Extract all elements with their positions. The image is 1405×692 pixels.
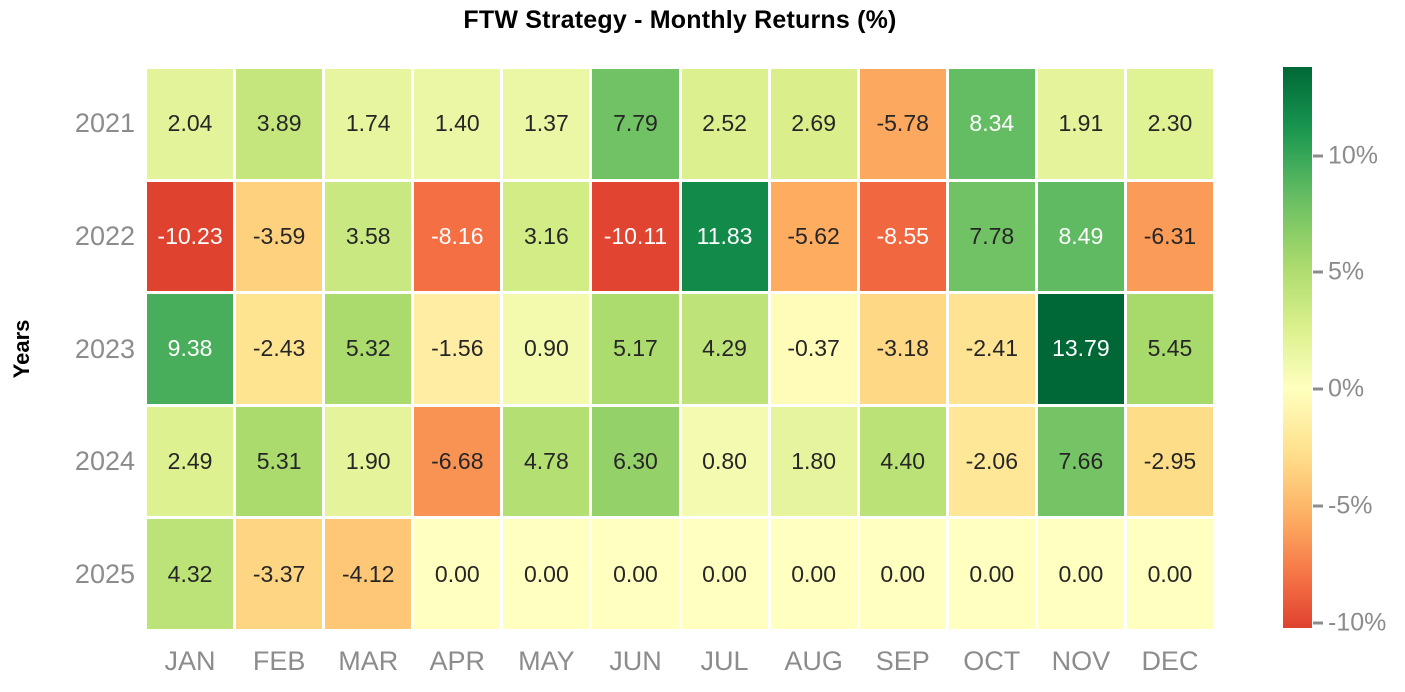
colorbar-tick-mark: [1313, 154, 1323, 158]
heatmap-cell: 4.29: [681, 294, 768, 404]
colorbar-tick-label: 5%: [1328, 257, 1365, 286]
colorbar-tick-label: -10%: [1328, 608, 1387, 637]
heatmap-cell: 8.49: [1037, 181, 1124, 292]
heatmap-cell: 8.34: [948, 69, 1035, 179]
heatmap-cell: 1.37: [503, 69, 590, 179]
heatmap-cell: 1.91: [1037, 69, 1124, 179]
heatmap-cell: 1.40: [414, 69, 501, 179]
colorbar-tick-label: 10%: [1328, 141, 1379, 170]
heatmap-cell: 1.90: [325, 406, 412, 517]
colorbar-tick-label: -5%: [1328, 491, 1373, 520]
y-tick-label: 2024: [74, 446, 135, 477]
colorbar-tick: -5%: [1313, 491, 1372, 520]
heatmap-cell: -10.23: [147, 181, 234, 292]
heatmap-cell: 9.38: [147, 294, 234, 404]
x-tick-label: AUG: [784, 645, 843, 676]
x-tick-label: MAR: [338, 645, 399, 676]
heatmap-cell: 0.00: [1126, 519, 1213, 629]
heatmap-cell: 0.00: [681, 519, 768, 629]
colorbar-tick-mark: [1313, 387, 1323, 391]
heatmap-cell: 4.78: [503, 406, 590, 517]
heatmap-cell: 0.00: [859, 519, 946, 629]
heatmap-cell: 0.00: [770, 519, 857, 629]
heatmap-cell: 0.80: [681, 406, 768, 517]
heatmap-cell: 2.30: [1126, 69, 1213, 179]
x-tick-label: NOV: [1051, 645, 1111, 676]
heatmap-cell: -5.62: [770, 181, 857, 292]
heatmap-cell: -3.37: [236, 519, 323, 629]
y-tick-label: 2023: [74, 333, 135, 364]
colorbar-tick-mark: [1313, 621, 1323, 625]
heatmap-cell: 13.79: [1037, 294, 1124, 404]
heatmap-cell: 5.45: [1126, 294, 1213, 404]
heatmap-cell: 0.90: [503, 294, 590, 404]
heatmap-cell: 5.32: [325, 294, 412, 404]
heatmap-cell: 2.52: [681, 69, 768, 179]
heatmap-cell: -1.56: [414, 294, 501, 404]
heatmap-cell: 0.00: [414, 519, 501, 629]
heatmap-cell: -0.37: [770, 294, 857, 404]
colorbar-tick-mark: [1313, 504, 1323, 508]
x-tick-label: APR: [429, 645, 486, 676]
heatmap-cell: -2.43: [236, 294, 323, 404]
colorbar-tick: 0%: [1313, 375, 1364, 404]
colorbar-tick-mark: [1313, 270, 1323, 274]
x-tick-label: OCT: [963, 645, 1021, 676]
heatmap-cell: 11.83: [681, 181, 768, 292]
y-tick-label: 2022: [74, 220, 135, 251]
y-tick-label: 2021: [74, 108, 135, 139]
heatmap-cell: 3.58: [325, 181, 412, 292]
heatmap-cell: -6.31: [1126, 181, 1213, 292]
heatmap-cell: -8.16: [414, 181, 501, 292]
heatmap-cell: 2.04: [147, 69, 234, 179]
x-tick-label: DEC: [1141, 645, 1199, 676]
x-tick-label: MAY: [518, 645, 575, 676]
heatmap-cell: -5.78: [859, 69, 946, 179]
heatmap-cell: 0.00: [948, 519, 1035, 629]
heatmap-cell: 7.66: [1037, 406, 1124, 517]
heatmap-cell: -6.68: [414, 406, 501, 517]
heatmap-cell: 4.32: [147, 519, 234, 629]
colorbar-tick: -10%: [1313, 608, 1386, 637]
heatmap-cell: 3.16: [503, 181, 590, 292]
heatmap-cell: 2.49: [147, 406, 234, 517]
x-tick-label: JAN: [164, 645, 216, 676]
x-tick-label: JUL: [700, 645, 749, 676]
chart-title: FTW Strategy - Monthly Returns (%): [463, 6, 897, 34]
colorbar-tick-label: 0%: [1328, 374, 1365, 403]
x-tick-label: JUN: [609, 645, 662, 676]
heatmap-cell: 7.79: [592, 69, 679, 179]
colorbar-gradient: [1283, 67, 1312, 628]
x-tick-label: FEB: [252, 645, 306, 676]
heatmap-cell: -10.11: [592, 181, 679, 292]
y-tick-label: 2025: [74, 558, 135, 589]
heatmap-cell: 1.74: [325, 69, 412, 179]
heatmap-cell: -3.59: [236, 181, 323, 292]
colorbar-tick: 10%: [1313, 141, 1378, 170]
heatmap-cell: 1.80: [770, 406, 857, 517]
heatmap-cell: 5.31: [236, 406, 323, 517]
heatmap-cell: 6.30: [592, 406, 679, 517]
heatmap-cell: -3.18: [859, 294, 946, 404]
heatmap-cell: 3.89: [236, 69, 323, 179]
heatmap-cell: 2.69: [770, 69, 857, 179]
heatmap-cell: -4.12: [325, 519, 412, 629]
x-tick-label: SEP: [875, 645, 930, 676]
heatmap-cell: 0.00: [592, 519, 679, 629]
heatmap-cell: 5.17: [592, 294, 679, 404]
heatmap-cell: 0.00: [503, 519, 590, 629]
heatmap-cell: -2.06: [948, 406, 1035, 517]
heatmap-cell: -2.41: [948, 294, 1035, 404]
heatmap: 2.04 3.89 1.74 1.40 1.37 7.79 2.52 2.69 -5.78 8.3…: [147, 69, 1213, 629]
heatmap-cell: -8.55: [859, 181, 946, 292]
heatmap-cell: -2.95: [1126, 406, 1213, 517]
heatmap-cell: 4.40: [859, 406, 946, 517]
heatmap-cell: 0.00: [1037, 519, 1124, 629]
colorbar-tick: 5%: [1313, 258, 1364, 287]
heatmap-cell: 7.78: [948, 181, 1035, 292]
